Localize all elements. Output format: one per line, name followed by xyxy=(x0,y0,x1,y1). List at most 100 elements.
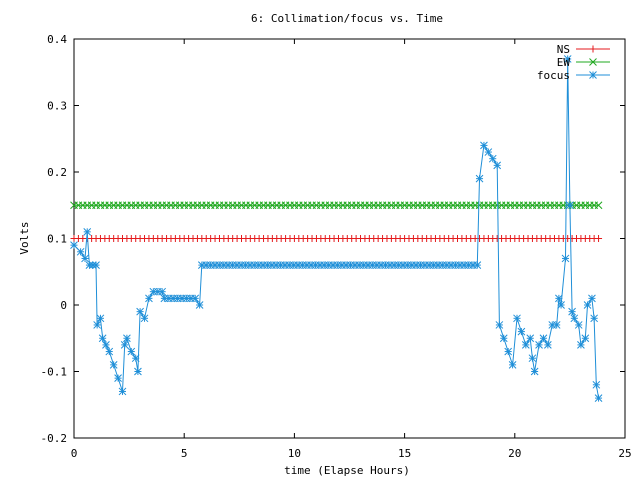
data-point xyxy=(114,374,122,383)
marker-stroke xyxy=(96,314,105,323)
data-point xyxy=(131,354,140,363)
marker-stroke xyxy=(123,334,131,343)
data-point xyxy=(513,314,521,323)
data-point xyxy=(589,71,597,79)
marker-stroke xyxy=(473,261,482,269)
marker-stroke xyxy=(555,294,563,303)
marker-stroke xyxy=(530,367,539,376)
data-point xyxy=(517,327,526,336)
data-point xyxy=(589,58,597,66)
x-tick-label: 20 xyxy=(508,447,521,460)
data-point xyxy=(81,254,89,263)
x-axis-ticks: 0 5 10 15 20 25 xyxy=(71,39,632,460)
data-point xyxy=(105,347,114,356)
marker-stroke xyxy=(480,141,488,150)
series-ew xyxy=(70,201,603,210)
marker-stroke xyxy=(488,154,497,163)
chart-title: 6: Collimation/focus vs. Time xyxy=(251,12,443,25)
marker-stroke xyxy=(93,321,101,329)
data-point xyxy=(475,174,484,183)
data-point xyxy=(140,314,149,323)
marker-stroke xyxy=(70,241,78,250)
marker-stroke xyxy=(109,360,118,369)
x-tick-label: 0 xyxy=(71,447,78,460)
legend-label: focus xyxy=(537,69,570,82)
data-point xyxy=(570,314,579,323)
x-axis-label: time (Elapse Hours) xyxy=(284,464,410,477)
marker-stroke xyxy=(589,71,597,79)
legend-item: NS xyxy=(557,43,610,56)
data-point xyxy=(118,387,127,396)
data-point xyxy=(127,347,136,356)
marker-stroke xyxy=(539,334,548,343)
data-point xyxy=(83,227,92,236)
data-point xyxy=(70,241,78,250)
data-point xyxy=(98,334,107,343)
series-ns xyxy=(70,235,603,242)
marker-stroke xyxy=(581,334,590,343)
marker-stroke xyxy=(195,301,204,309)
marker-stroke xyxy=(563,55,572,63)
data-point xyxy=(557,301,565,309)
marker-stroke xyxy=(566,201,574,210)
marker-stroke xyxy=(583,301,592,309)
data-point xyxy=(493,161,502,170)
marker-stroke xyxy=(594,201,603,210)
marker-stroke xyxy=(83,227,92,236)
data-point xyxy=(590,314,598,323)
data-point xyxy=(528,354,537,363)
marker-stroke xyxy=(76,247,85,256)
series-focus xyxy=(70,55,603,402)
marker-stroke xyxy=(504,347,513,356)
marker-stroke xyxy=(521,341,530,349)
y-axis-ticks: -0.2 -0.1 0 0.1 0.2 0.3 0.4 xyxy=(41,33,625,445)
marker-stroke xyxy=(127,347,136,356)
marker-stroke xyxy=(114,374,122,383)
data-point xyxy=(93,321,101,329)
marker-stroke xyxy=(577,341,585,349)
data-point xyxy=(508,360,517,369)
marker-stroke xyxy=(526,334,535,343)
legend-item: focus xyxy=(537,69,610,82)
marker-stroke xyxy=(590,314,598,323)
marker-stroke xyxy=(475,174,484,183)
data-point xyxy=(574,321,583,329)
data-point xyxy=(473,261,482,269)
marker-stroke xyxy=(552,321,561,329)
data-point xyxy=(488,154,497,163)
marker-stroke xyxy=(535,341,543,349)
y-tick-label: 0.1 xyxy=(47,233,67,246)
marker-stroke xyxy=(120,341,129,349)
data-point xyxy=(136,307,144,316)
data-point xyxy=(592,380,601,389)
data-point xyxy=(495,321,504,329)
data-point xyxy=(484,148,493,156)
marker-stroke xyxy=(98,334,107,343)
marker-stroke xyxy=(145,294,153,303)
data-point xyxy=(499,334,508,343)
series-line xyxy=(73,58,600,399)
marker-stroke xyxy=(191,294,200,303)
data-point xyxy=(595,235,603,242)
data-point xyxy=(581,334,590,343)
legend-item: EW xyxy=(557,56,610,69)
data-point xyxy=(566,201,574,210)
marker-stroke xyxy=(484,148,493,156)
marker-stroke xyxy=(592,380,601,389)
marker-stroke xyxy=(105,347,114,356)
data-point xyxy=(102,341,110,349)
marker-stroke xyxy=(513,314,521,323)
marker-stroke xyxy=(508,360,517,369)
y-axis-label: Volts xyxy=(18,221,31,254)
data-point xyxy=(96,314,105,323)
data-point xyxy=(583,301,592,309)
y-tick-label: 0.4 xyxy=(47,33,67,46)
y-tick-label: 0.3 xyxy=(47,100,67,113)
marker-stroke xyxy=(517,327,526,336)
data-point xyxy=(555,294,563,303)
data-point xyxy=(530,367,539,376)
data-point xyxy=(120,341,129,349)
